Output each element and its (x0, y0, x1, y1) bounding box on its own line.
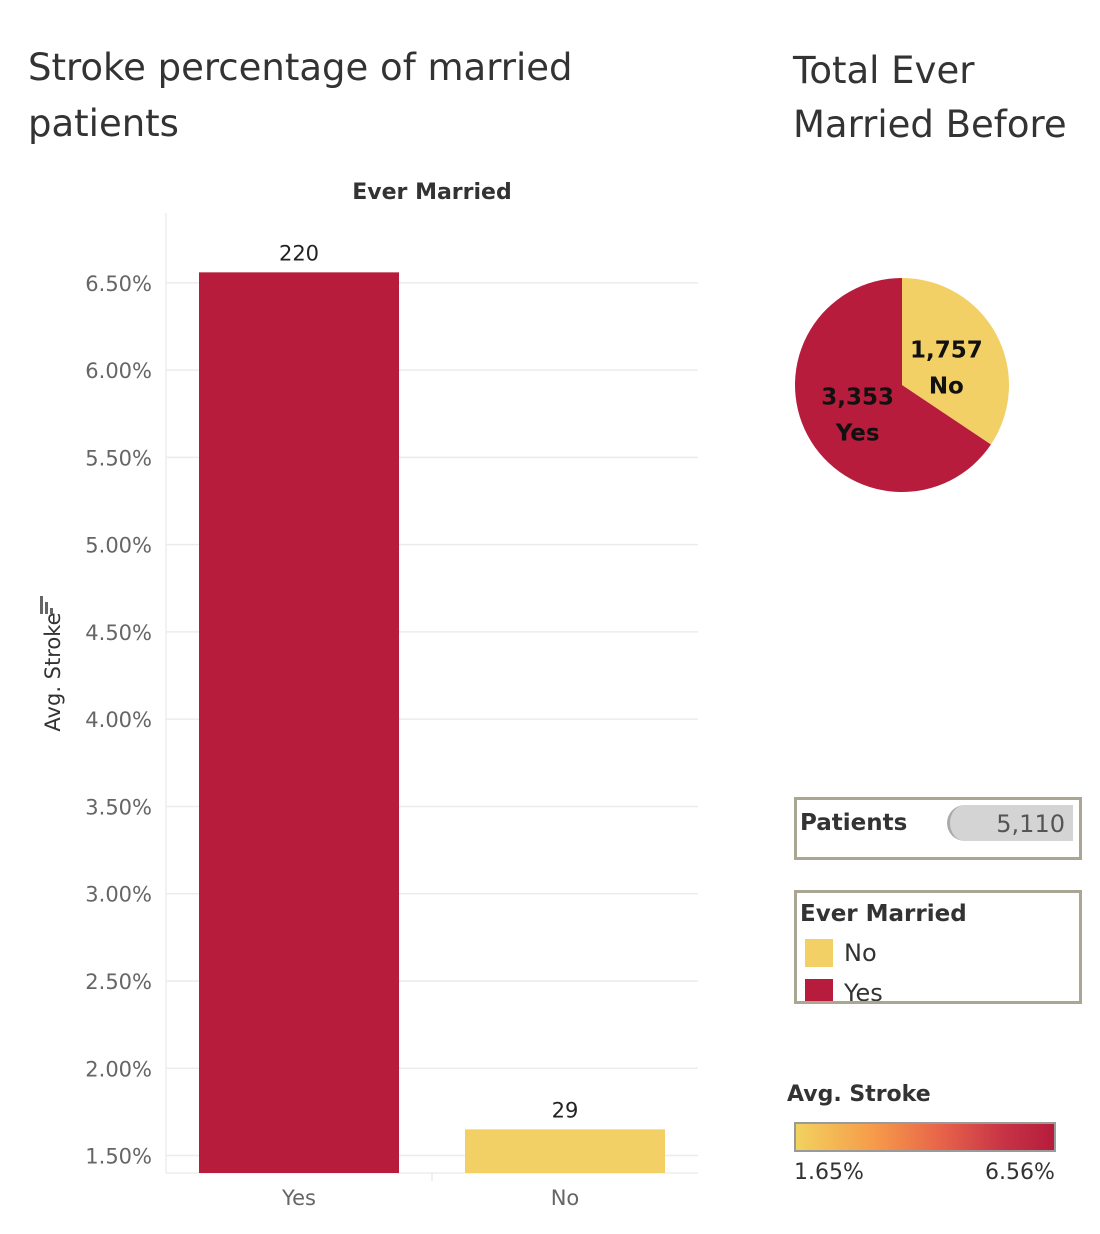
patients-value-pill: 5,110 (947, 805, 1073, 841)
bar-chart-header: Ever Married (352, 180, 511, 205)
pie-value-label: 1,757 (910, 337, 983, 363)
pie-chart: 1,757 No 3,353 Yes (795, 278, 1009, 492)
y-axis-ticks: 1.50% 2.00% 2.50% 3.00% 3.50% 4.00% 4.50% 5.00%… (85, 272, 152, 1169)
y-tick-label: 6.00% (85, 359, 152, 383)
y-axis-title-group: Avg. Stroke (41, 612, 65, 731)
x-tick-label: No (551, 1186, 580, 1210)
pie-slice-no (902, 278, 1009, 445)
y-tick-label: 4.00% (85, 708, 152, 732)
x-axis-labels: Yes No (281, 1173, 579, 1210)
bar-chart: Ever Married 1.50% 2.00% 2.50% 3.00% 3.50% 4.… (40, 180, 698, 1210)
x-tick-label: Yes (281, 1186, 316, 1210)
y-tick-label: 4.50% (85, 621, 152, 645)
bar-series: 220 29 (199, 241, 665, 1173)
pie-category-label: Yes (835, 421, 880, 447)
y-tick-label: 1.50% (85, 1145, 152, 1169)
legend-label-yes: Yes (844, 979, 883, 1004)
legend-title: Ever Married (800, 901, 967, 927)
bar-data-label: 29 (552, 1098, 579, 1122)
patients-card: Patients 5,110 (794, 797, 1082, 860)
pie-chart-title: Total Ever Married Before (793, 49, 1067, 146)
y-tick-label: 5.00% (85, 534, 152, 558)
legend-swatch-yes (805, 979, 833, 1001)
patients-value: 5,110 (996, 810, 1065, 838)
color-scale-title: Avg. Stroke (787, 1082, 931, 1107)
y-tick-label: 3.50% (85, 795, 152, 819)
y-tick-label: 2.50% (85, 970, 152, 994)
bar-data-label: 220 (279, 241, 319, 265)
y-tick-label: 3.00% (85, 883, 152, 907)
pie-category-label: No (929, 373, 964, 399)
bar-chart-title: Stroke percentage of married patients (28, 46, 573, 145)
y-axis-title: Avg. Stroke (41, 612, 65, 731)
color-legend: Ever Married No Yes (794, 890, 1082, 1004)
patients-label: Patients (800, 810, 908, 836)
pie-value-label: 3,353 (821, 385, 894, 411)
bar-no (465, 1129, 665, 1173)
legend-label-no: No (844, 939, 877, 967)
legend-swatch-no (805, 939, 833, 967)
bar-yes (199, 272, 399, 1173)
pie-slice-yes (795, 278, 991, 492)
color-scale-min: 1.65% (794, 1160, 864, 1185)
y-tick-label: 2.00% (85, 1057, 152, 1081)
y-tick-label: 6.50% (85, 272, 152, 296)
sort-icon[interactable] (40, 596, 53, 614)
color-scale-gradient (794, 1122, 1056, 1152)
y-tick-label: 5.50% (85, 446, 152, 470)
color-scale-max: 6.56% (985, 1160, 1055, 1185)
